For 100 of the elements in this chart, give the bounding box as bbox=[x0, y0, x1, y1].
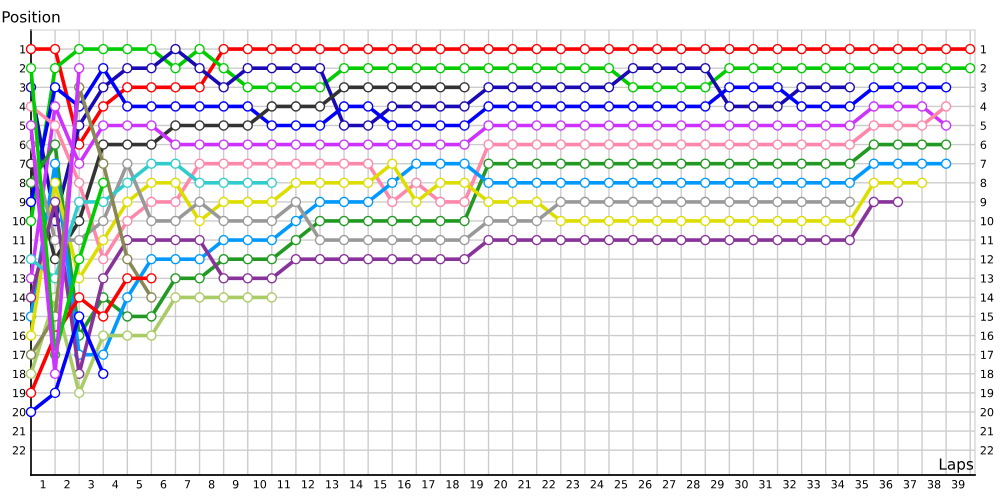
point bbox=[122, 273, 133, 284]
point bbox=[242, 82, 253, 93]
point bbox=[892, 101, 904, 112]
y2-tick-label: 5 bbox=[980, 122, 986, 130]
point bbox=[314, 44, 326, 54]
point bbox=[748, 234, 759, 246]
point bbox=[242, 158, 253, 169]
point bbox=[242, 254, 253, 264]
point bbox=[652, 234, 662, 246]
y2-tick-label: 17 bbox=[981, 350, 994, 359]
point bbox=[628, 82, 638, 93]
point bbox=[868, 62, 880, 74]
x-tick-label: 20 bbox=[494, 480, 507, 488]
point bbox=[556, 120, 566, 131]
point bbox=[266, 120, 278, 131]
point bbox=[290, 82, 302, 93]
point bbox=[868, 82, 880, 93]
point bbox=[98, 120, 108, 131]
point bbox=[820, 62, 831, 74]
point bbox=[844, 139, 855, 150]
point bbox=[50, 44, 60, 54]
y-tick-label: 15 bbox=[13, 312, 26, 321]
y-tick-label: 13 bbox=[13, 274, 26, 283]
point bbox=[338, 158, 350, 169]
point bbox=[628, 158, 638, 169]
point bbox=[724, 234, 735, 246]
point bbox=[338, 44, 350, 54]
point bbox=[146, 273, 157, 284]
x-tick-label: 24 bbox=[590, 480, 604, 488]
point bbox=[820, 158, 831, 169]
point bbox=[916, 44, 928, 54]
point bbox=[748, 44, 759, 54]
y-axis-title: Position bbox=[2, 10, 60, 23]
point bbox=[50, 368, 60, 379]
point bbox=[74, 216, 84, 226]
point bbox=[868, 196, 880, 208]
point bbox=[26, 330, 36, 341]
point bbox=[724, 62, 735, 74]
point bbox=[796, 101, 807, 112]
point bbox=[676, 62, 686, 74]
point bbox=[74, 196, 84, 208]
point bbox=[507, 196, 518, 208]
point bbox=[387, 82, 398, 93]
point bbox=[483, 158, 494, 169]
point bbox=[290, 62, 302, 74]
x-tick-label: 7 bbox=[184, 480, 190, 488]
point bbox=[796, 158, 807, 169]
point bbox=[242, 292, 253, 303]
point bbox=[266, 82, 278, 93]
point bbox=[940, 62, 952, 74]
point bbox=[98, 196, 108, 208]
point bbox=[50, 139, 60, 150]
point bbox=[26, 44, 36, 54]
point bbox=[940, 44, 952, 54]
y-tick-label: 6 bbox=[20, 140, 26, 149]
point bbox=[532, 216, 542, 226]
point bbox=[266, 101, 278, 112]
point bbox=[556, 139, 566, 150]
point bbox=[796, 44, 807, 54]
x-tick-label: 17 bbox=[422, 480, 434, 488]
point bbox=[74, 292, 84, 303]
point bbox=[411, 120, 422, 131]
point bbox=[146, 82, 157, 93]
point bbox=[98, 82, 108, 93]
point bbox=[532, 44, 542, 54]
point bbox=[724, 216, 735, 226]
point bbox=[74, 158, 84, 169]
point bbox=[411, 62, 422, 74]
point bbox=[146, 158, 157, 169]
x-tick-label: 37 bbox=[904, 480, 916, 488]
point bbox=[435, 178, 446, 188]
point bbox=[290, 254, 302, 264]
point bbox=[218, 120, 229, 131]
point bbox=[652, 216, 662, 226]
point bbox=[844, 101, 855, 112]
x-tick-label: 25 bbox=[614, 480, 628, 488]
y2-tick-label: 14 bbox=[981, 294, 994, 302]
point bbox=[652, 82, 662, 93]
y2-tick-label: 7 bbox=[980, 160, 986, 168]
point bbox=[892, 196, 904, 208]
point bbox=[844, 120, 855, 131]
y-tick-label: 8 bbox=[20, 178, 26, 188]
point bbox=[26, 254, 36, 264]
x-tick-label: 29 bbox=[711, 480, 724, 488]
point bbox=[387, 234, 398, 246]
point bbox=[290, 196, 302, 208]
point bbox=[532, 139, 542, 150]
point bbox=[628, 62, 638, 74]
point bbox=[772, 216, 783, 226]
point bbox=[724, 158, 735, 169]
point bbox=[868, 44, 880, 54]
y-tick-label: 19 bbox=[13, 388, 26, 398]
y2-tick-label: 22 bbox=[980, 446, 993, 454]
point bbox=[556, 44, 566, 54]
x-tick-label: 4 bbox=[112, 480, 118, 488]
point bbox=[98, 273, 108, 284]
point bbox=[387, 101, 398, 112]
point bbox=[218, 44, 229, 54]
point bbox=[362, 139, 374, 150]
y-tick-label: 5 bbox=[20, 122, 26, 130]
